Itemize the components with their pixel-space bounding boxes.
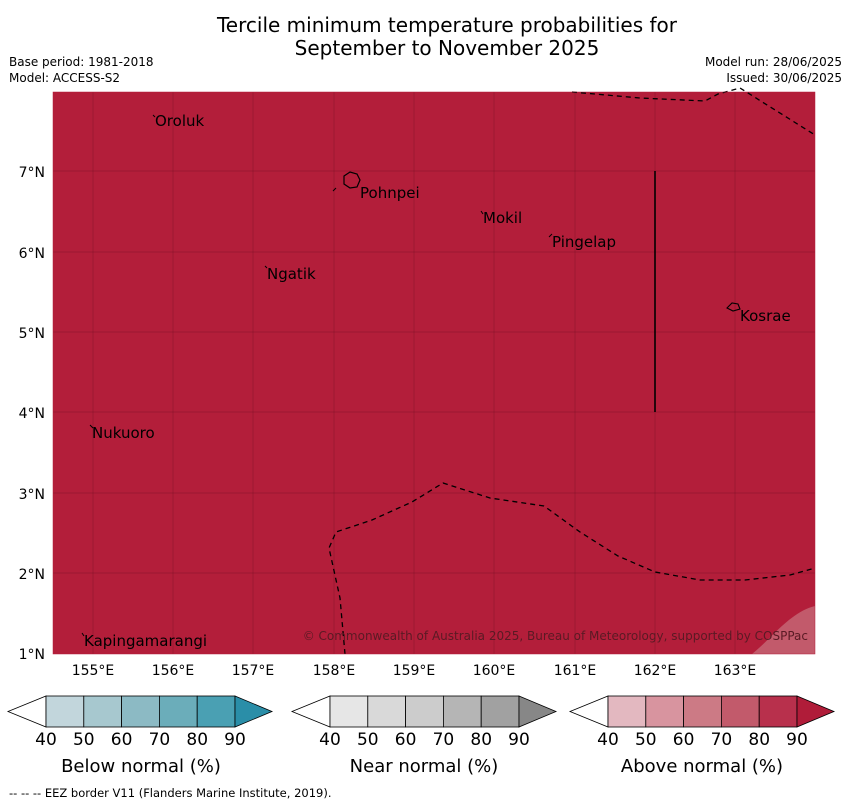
below-colorbar-tick-label: 70 bbox=[149, 730, 171, 750]
above-colorbar-tick-label: 80 bbox=[748, 730, 770, 750]
colorbar-near-title: Near normal (%) bbox=[350, 756, 499, 777]
near-colorbar-under-extension bbox=[290, 695, 331, 728]
lat-tick-4: 4°N bbox=[19, 406, 45, 422]
below-colorbar-over-extension bbox=[234, 695, 274, 728]
colorbar-above-normal: Above normal (%) 40 50 60 70 80 90 bbox=[568, 695, 836, 777]
below-colorbar-tick-label: 80 bbox=[186, 730, 208, 750]
lat-tick-2: 2°N bbox=[19, 567, 45, 583]
above-colorbar-segment bbox=[607, 695, 647, 728]
chart-title: Tercile minimum temperature probabilitie… bbox=[0, 14, 850, 60]
lat-tick-3: 3°N bbox=[19, 487, 45, 503]
near-colorbar-segment bbox=[480, 695, 520, 728]
colorbar-above-title: Above normal (%) bbox=[621, 756, 783, 777]
base-period: Base period: 1981-2018 bbox=[9, 55, 154, 69]
graticule bbox=[53, 92, 815, 654]
probability-fill bbox=[53, 92, 815, 654]
lat-tick-5: 5°N bbox=[19, 326, 45, 342]
colorbar-below-normal: Below normal (%) 40 50 60 70 80 90 bbox=[6, 695, 274, 777]
label-nukuoro: Nukuoro bbox=[92, 424, 155, 442]
lon-tick-156: 156°E bbox=[152, 663, 195, 679]
issued-date: Issued: 30/06/2025 bbox=[726, 71, 842, 85]
lon-tick-162: 162°E bbox=[634, 663, 677, 679]
near-colorbar-tick-label: 80 bbox=[470, 730, 492, 750]
above-colorbar-segment bbox=[758, 695, 798, 728]
below-colorbar-tick-label: 40 bbox=[35, 730, 57, 750]
below-colorbar-under-extension bbox=[6, 695, 47, 728]
lon-tick-161: 161°E bbox=[554, 663, 597, 679]
below-colorbar-segment bbox=[45, 695, 85, 728]
below-colorbar-segment bbox=[121, 695, 160, 728]
above-colorbar-tick-label: 90 bbox=[786, 730, 808, 750]
below-colorbar-segment bbox=[196, 695, 236, 728]
lat-tick-1: 1°N bbox=[19, 647, 45, 663]
model-run: Model run: 28/06/2025 bbox=[704, 55, 842, 69]
map-figure: Oroluk Pohnpei Mokil Pingelap Ngatik Kos… bbox=[6, 87, 836, 777]
copyright-notice: © Commonwealth of Australia 2025, Bureau… bbox=[303, 629, 808, 643]
near-colorbar-tick-label: 90 bbox=[508, 730, 530, 750]
near-colorbar-segment bbox=[367, 695, 406, 728]
lon-tick-159: 159°E bbox=[393, 663, 436, 679]
near-colorbar-tick-label: 50 bbox=[357, 730, 379, 750]
near-colorbar-segment bbox=[329, 695, 369, 728]
above-colorbar-tick-label: 60 bbox=[673, 730, 695, 750]
colorbar-below-title: Below normal (%) bbox=[61, 756, 221, 777]
map-frame bbox=[52, 91, 816, 655]
near-colorbar-segment bbox=[442, 695, 482, 728]
lat-tick-7: 7°N bbox=[19, 165, 45, 181]
lat-tick-6: 6°N bbox=[19, 246, 45, 262]
above-colorbar-tick-label: 40 bbox=[597, 730, 619, 750]
metadata-right: Model run: 28/06/2025 Issued: 30/06/2025 bbox=[705, 54, 842, 86]
above-colorbar-tick-label: 50 bbox=[635, 730, 657, 750]
latitude-axis: 7°N 6°N 5°N 4°N 3°N 2°N 1°N bbox=[19, 165, 45, 663]
title-line-2: September to November 2025 bbox=[294, 36, 600, 60]
label-pohnpei: Pohnpei bbox=[360, 184, 420, 202]
title-line-1: Tercile minimum temperature probabilitie… bbox=[216, 13, 678, 37]
below-colorbar-segment bbox=[158, 695, 198, 728]
pohnpei-island-outline bbox=[343, 171, 361, 189]
metadata-left: Base period: 1981-2018 Model: ACCESS-S2 bbox=[9, 54, 154, 86]
above-colorbar-tick-label: 70 bbox=[711, 730, 733, 750]
above-colorbar-segment bbox=[645, 695, 684, 728]
near-colorbar-tick-label: 60 bbox=[395, 730, 417, 750]
label-oroluk: Oroluk bbox=[155, 112, 204, 130]
label-kosrae: Kosrae bbox=[740, 307, 791, 325]
lon-tick-163: 163°E bbox=[714, 663, 757, 679]
below-colorbar-segment bbox=[83, 695, 123, 728]
below-colorbar-tick-label: 90 bbox=[224, 730, 246, 750]
eez-border-legend: -- -- -- EEZ border V11 (Flanders Marine… bbox=[9, 786, 332, 800]
lon-tick-155: 155°E bbox=[72, 663, 115, 679]
lon-tick-157: 157°E bbox=[232, 663, 275, 679]
ant-atoll-mark bbox=[332, 187, 337, 192]
label-pingelap: Pingelap bbox=[552, 233, 616, 251]
lower-probability-patch bbox=[752, 606, 815, 654]
eez-borders bbox=[328, 87, 816, 655]
model-name: Model: ACCESS-S2 bbox=[9, 71, 121, 85]
atoll-marks bbox=[81, 114, 553, 637]
below-colorbar-tick-label: 60 bbox=[111, 730, 133, 750]
above-colorbar-segment bbox=[683, 695, 722, 728]
label-kapingamarangi: Kapingamarangi bbox=[84, 632, 207, 650]
colorbar-near-normal: Near normal (%) 40 50 60 70 80 90 bbox=[290, 695, 558, 777]
above-colorbar-segment bbox=[721, 695, 760, 728]
lon-tick-160: 160°E bbox=[473, 663, 516, 679]
label-mokil: Mokil bbox=[483, 209, 522, 227]
label-ngatik: Ngatik bbox=[267, 265, 316, 283]
below-colorbar-tick-label: 50 bbox=[73, 730, 95, 750]
near-colorbar-tick-label: 70 bbox=[433, 730, 455, 750]
longitude-axis: 155°E 156°E 157°E 158°E 159°E 160°E 161°… bbox=[72, 663, 757, 679]
near-colorbar-tick-label: 40 bbox=[319, 730, 341, 750]
above-colorbar-under-extension bbox=[568, 695, 609, 728]
kosrae-island-outline bbox=[726, 302, 741, 312]
lon-tick-158: 158°E bbox=[313, 663, 356, 679]
near-colorbar-segment bbox=[405, 695, 444, 728]
above-colorbar-over-extension bbox=[796, 695, 836, 728]
near-colorbar-over-extension bbox=[518, 695, 558, 728]
